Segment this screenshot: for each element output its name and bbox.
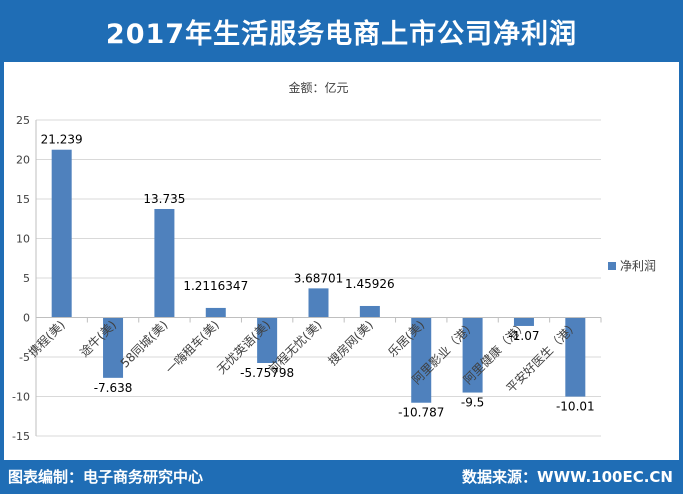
category-label: 携程(美) — [25, 317, 68, 360]
footer-source-editor: 图表编制：电子商务研究中心 — [8, 468, 204, 486]
chart-subtitle: 金额：亿元 — [288, 80, 348, 95]
bar — [51, 149, 72, 318]
bar — [513, 317, 534, 326]
data-label: -1.07 — [508, 329, 539, 343]
bar — [359, 305, 380, 318]
footer: 图表编制：电子商务研究中心 数据来源：WWW.100EC.CN — [0, 460, 683, 494]
title-bar: 2017年生活服务电商上市公司净利润 — [0, 0, 683, 62]
bar — [154, 208, 175, 318]
bar — [411, 317, 432, 403]
data-label: 21.239 — [41, 133, 83, 147]
y-tick-label: 10 — [16, 233, 30, 246]
y-tick-label: 0 — [23, 312, 30, 325]
y-tick-label: -10 — [12, 391, 30, 404]
data-label: 3.68701 — [294, 271, 344, 285]
bar — [257, 317, 278, 363]
y-tick-label: 25 — [16, 114, 30, 127]
data-label: 1.45926 — [345, 277, 395, 291]
data-label: -7.638 — [94, 381, 133, 395]
data-label: 13.735 — [143, 192, 185, 206]
legend-swatch — [608, 262, 616, 270]
data-label: 1.2116347 — [183, 279, 248, 293]
bar — [308, 288, 329, 318]
bar — [205, 307, 226, 318]
category-label: 搜房网(美) — [325, 317, 376, 368]
bar — [103, 317, 124, 378]
y-tick-label: -15 — [12, 430, 30, 443]
y-tick-label: 15 — [16, 193, 30, 206]
data-label: -10.01 — [556, 400, 595, 414]
legend-label: 净利润 — [620, 259, 656, 273]
data-label: -5.75798 — [240, 366, 294, 380]
data-label: -10.787 — [398, 406, 444, 420]
bar — [565, 317, 586, 397]
chart-title: 2017年生活服务电商上市公司净利润 — [105, 18, 578, 50]
category-label: 58同城(美) — [118, 318, 171, 371]
category-label: 一嗨租车(美) — [162, 317, 222, 377]
y-tick-label: -5 — [19, 351, 30, 364]
y-tick-label: 5 — [23, 272, 30, 285]
y-tick-label: 20 — [16, 154, 30, 167]
bar — [462, 317, 483, 393]
footer-data-source: 数据来源：WWW.100EC.CN — [462, 468, 673, 486]
plot-panel: 金额：亿元 -15 -10 -5 0 5 10 15 20 25 携程(美) 途牛(美) 58同城(美)… — [4, 62, 679, 460]
data-label: -9.5 — [461, 396, 484, 410]
